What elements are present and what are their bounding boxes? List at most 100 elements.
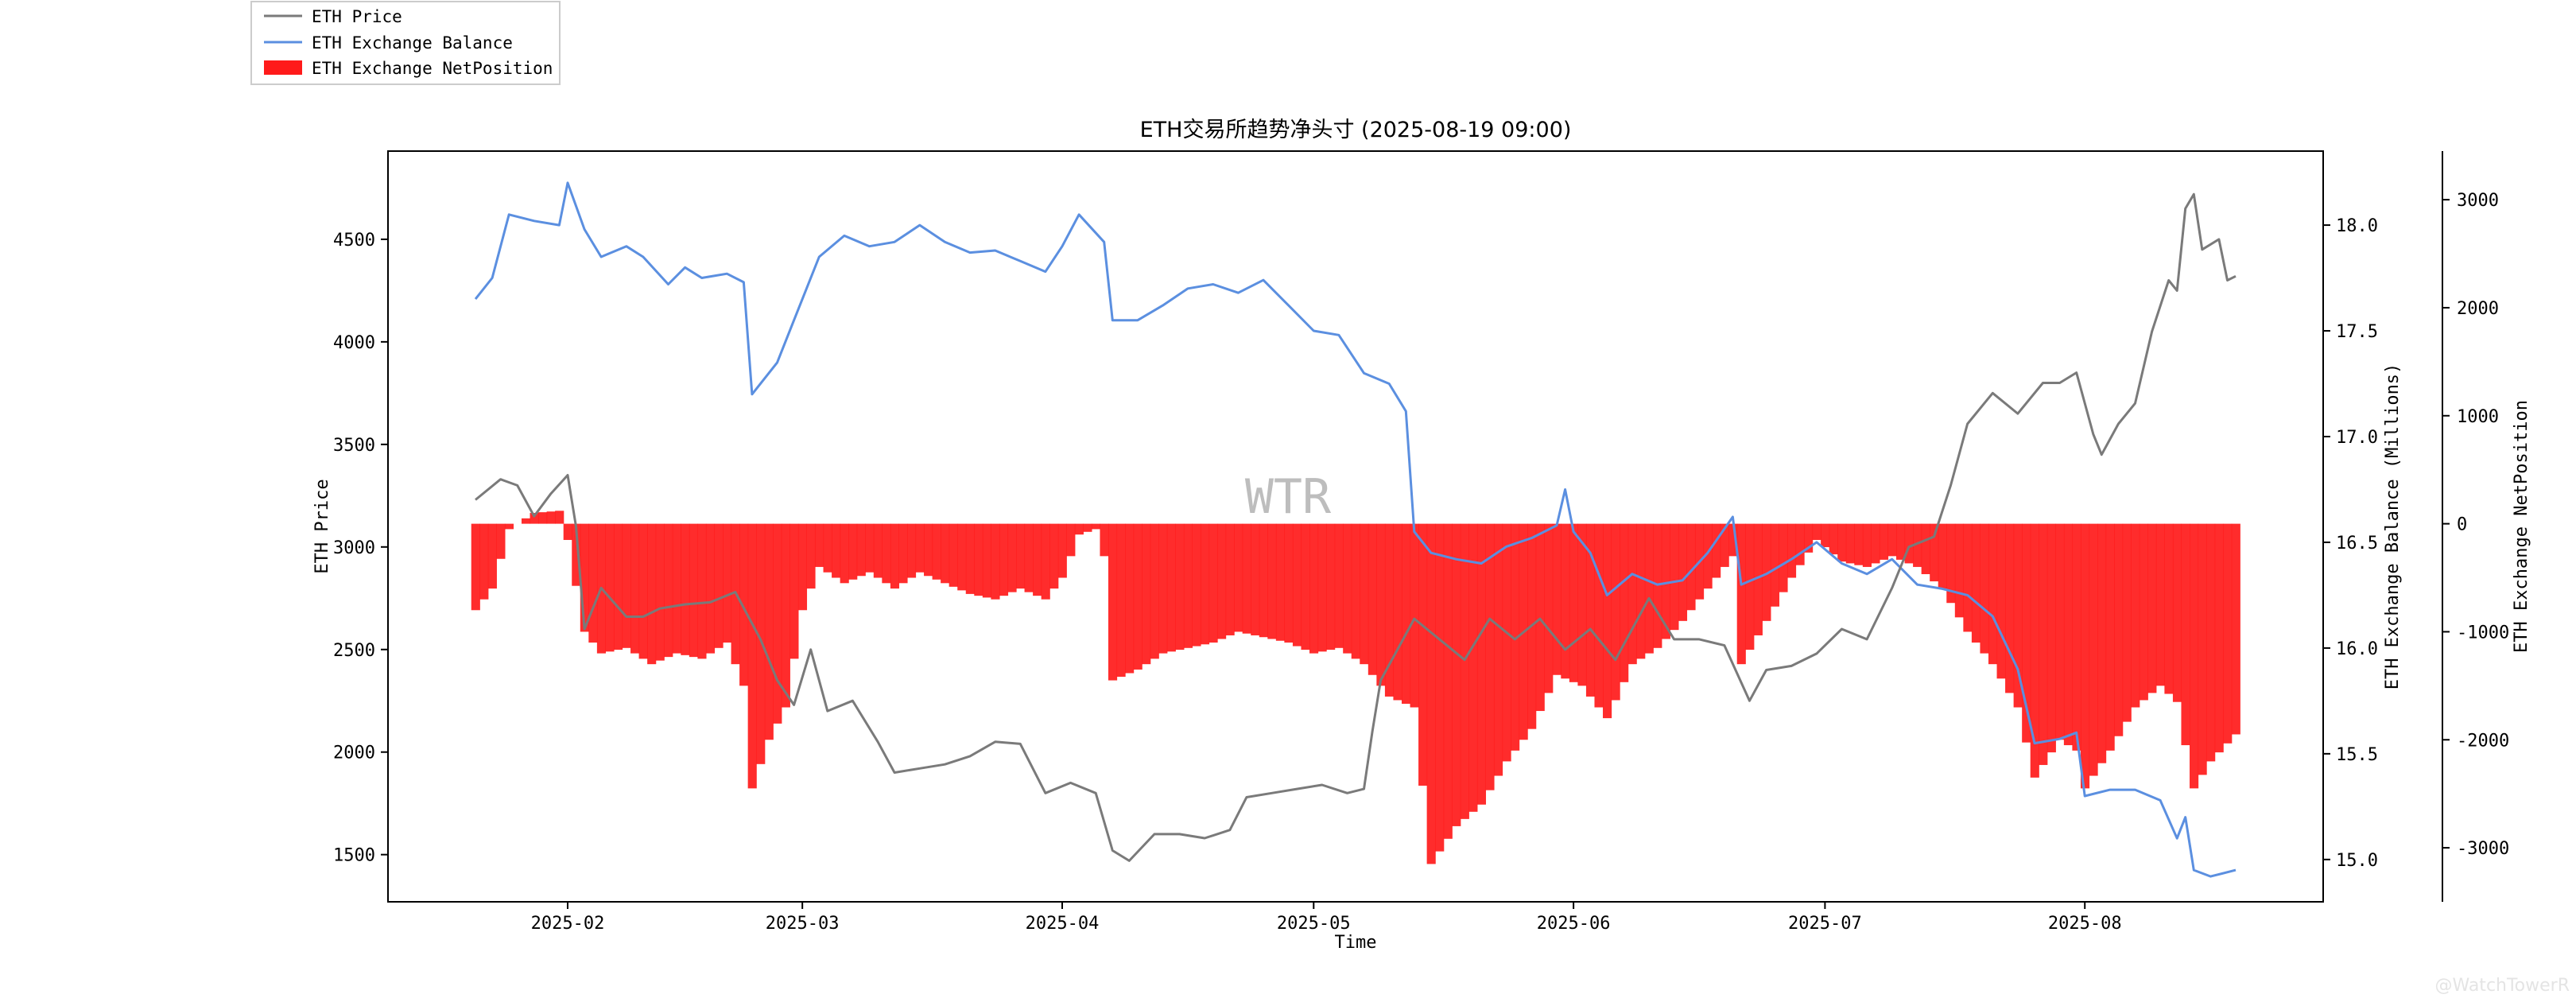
netposition-bar (479, 523, 489, 600)
netposition-bar (1284, 523, 1294, 643)
netposition-bar (873, 523, 883, 578)
netposition-bar (1829, 523, 1838, 555)
netposition-bar (530, 513, 539, 524)
netposition-bar (2198, 523, 2207, 775)
netposition-bar (1862, 523, 1872, 567)
netposition-bar (2223, 523, 2233, 744)
right2-tick-label: -1000 (2457, 623, 2509, 643)
netposition-bar (2147, 523, 2157, 693)
netposition-bar (622, 523, 631, 648)
netposition-bar (832, 523, 841, 578)
netposition-bar (1552, 523, 1562, 675)
netposition-bar (1795, 523, 1805, 565)
left-tick-label: 4000 (333, 333, 375, 353)
legend-label-balance: ETH Exchange Balance (312, 33, 513, 52)
x-tick-label: 2025-08 (2048, 914, 2122, 934)
netposition-bar (538, 512, 548, 524)
netposition-bar (991, 523, 1000, 600)
netposition-bar (906, 523, 917, 578)
netposition-bar (1024, 523, 1034, 592)
netposition-bar (924, 523, 933, 577)
netposition-bar (1360, 523, 1369, 665)
x-tick-label: 2025-02 (531, 914, 605, 934)
netposition-bar (882, 523, 891, 584)
netposition-bar (1720, 523, 1729, 567)
netposition-bar (1435, 523, 1445, 852)
netposition-bar (1468, 523, 1478, 812)
netposition-bar (1703, 523, 1713, 589)
netposition-bar (1208, 523, 1218, 643)
netposition-bar (1620, 523, 1629, 682)
netposition-bar (848, 523, 858, 580)
netposition-bar (1401, 523, 1411, 704)
netposition-bar (1611, 523, 1620, 701)
balance-line (474, 181, 2237, 878)
netposition-bar (605, 523, 615, 652)
netposition-bar (965, 523, 975, 594)
netposition-bar (1091, 523, 1101, 530)
credit-watermark: @WatchTowerR (2434, 976, 2570, 996)
netposition-bar (563, 523, 572, 540)
netposition-bar (1443, 523, 1453, 839)
legend-label-price: ETH Price (312, 7, 402, 26)
netposition-bar (1351, 523, 1360, 659)
netposition-bar (1921, 523, 1930, 574)
netposition-bar (630, 523, 640, 654)
netposition-bar (2072, 523, 2081, 751)
netposition-bar (1845, 523, 1855, 564)
netposition-bar (1896, 523, 1906, 560)
netposition-bar (1150, 523, 1159, 659)
netposition-bar (865, 523, 875, 573)
netposition-bar (1217, 523, 1227, 639)
right2-axis-title: ETH Exchange NetPosition (2512, 400, 2531, 653)
netposition-bar (1074, 523, 1084, 535)
x-tick-label: 2025-07 (1788, 914, 1862, 934)
netposition-bar (1108, 523, 1118, 681)
netposition-bar (689, 523, 698, 658)
netposition-bar (1753, 523, 1763, 635)
netposition-bar (1175, 523, 1185, 651)
netposition-bar (1770, 523, 1780, 607)
netposition-bar (2181, 523, 2190, 746)
netposition-bar (664, 523, 673, 658)
netposition-bar (1854, 523, 1864, 565)
netposition-bar (1007, 523, 1017, 592)
netposition-bar (915, 523, 925, 573)
netposition-bar (723, 523, 732, 643)
netposition-bar (1200, 523, 1210, 645)
netposition-bar (1049, 523, 1059, 589)
netposition-bar (1971, 523, 1981, 643)
netposition-bar (1930, 523, 1939, 582)
netposition-bar (1083, 523, 1092, 532)
netposition-bar (2122, 523, 2132, 722)
right1-tick-label: 16.5 (2336, 534, 2378, 553)
netposition-bar (1980, 523, 1989, 654)
netposition-bar (823, 523, 832, 573)
netposition-bar (1384, 523, 1395, 697)
netposition-bar (1368, 523, 1377, 675)
netposition-bar (1158, 523, 1168, 654)
netposition-bar (1267, 523, 1277, 639)
netposition-bar (1821, 523, 1830, 548)
right2-tick-label: 0 (2457, 515, 2467, 535)
netposition-bar (773, 523, 782, 724)
netposition-bar (2005, 523, 2015, 693)
netposition-bar (747, 523, 757, 789)
netposition-bar (1502, 523, 1511, 762)
netposition-bar (1837, 523, 1847, 562)
netposition-bar (1242, 523, 1251, 634)
x-tick-label: 2025-04 (1026, 914, 1100, 934)
netposition-bar (705, 523, 716, 654)
netposition-bar (1678, 523, 1688, 621)
netposition-bar (1041, 523, 1050, 600)
netposition-bar (1116, 523, 1126, 678)
netposition-bar (2155, 523, 2165, 686)
netposition-bar (974, 523, 983, 596)
netposition-bar (1292, 523, 1302, 647)
netposition-bar (1569, 523, 1578, 682)
netposition-bar (521, 518, 531, 524)
netposition-bar (504, 523, 514, 530)
netposition-bar (1493, 523, 1503, 776)
netposition-bar (1166, 523, 1176, 652)
